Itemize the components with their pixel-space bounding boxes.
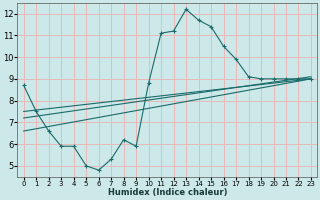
X-axis label: Humidex (Indice chaleur): Humidex (Indice chaleur)	[108, 188, 227, 197]
